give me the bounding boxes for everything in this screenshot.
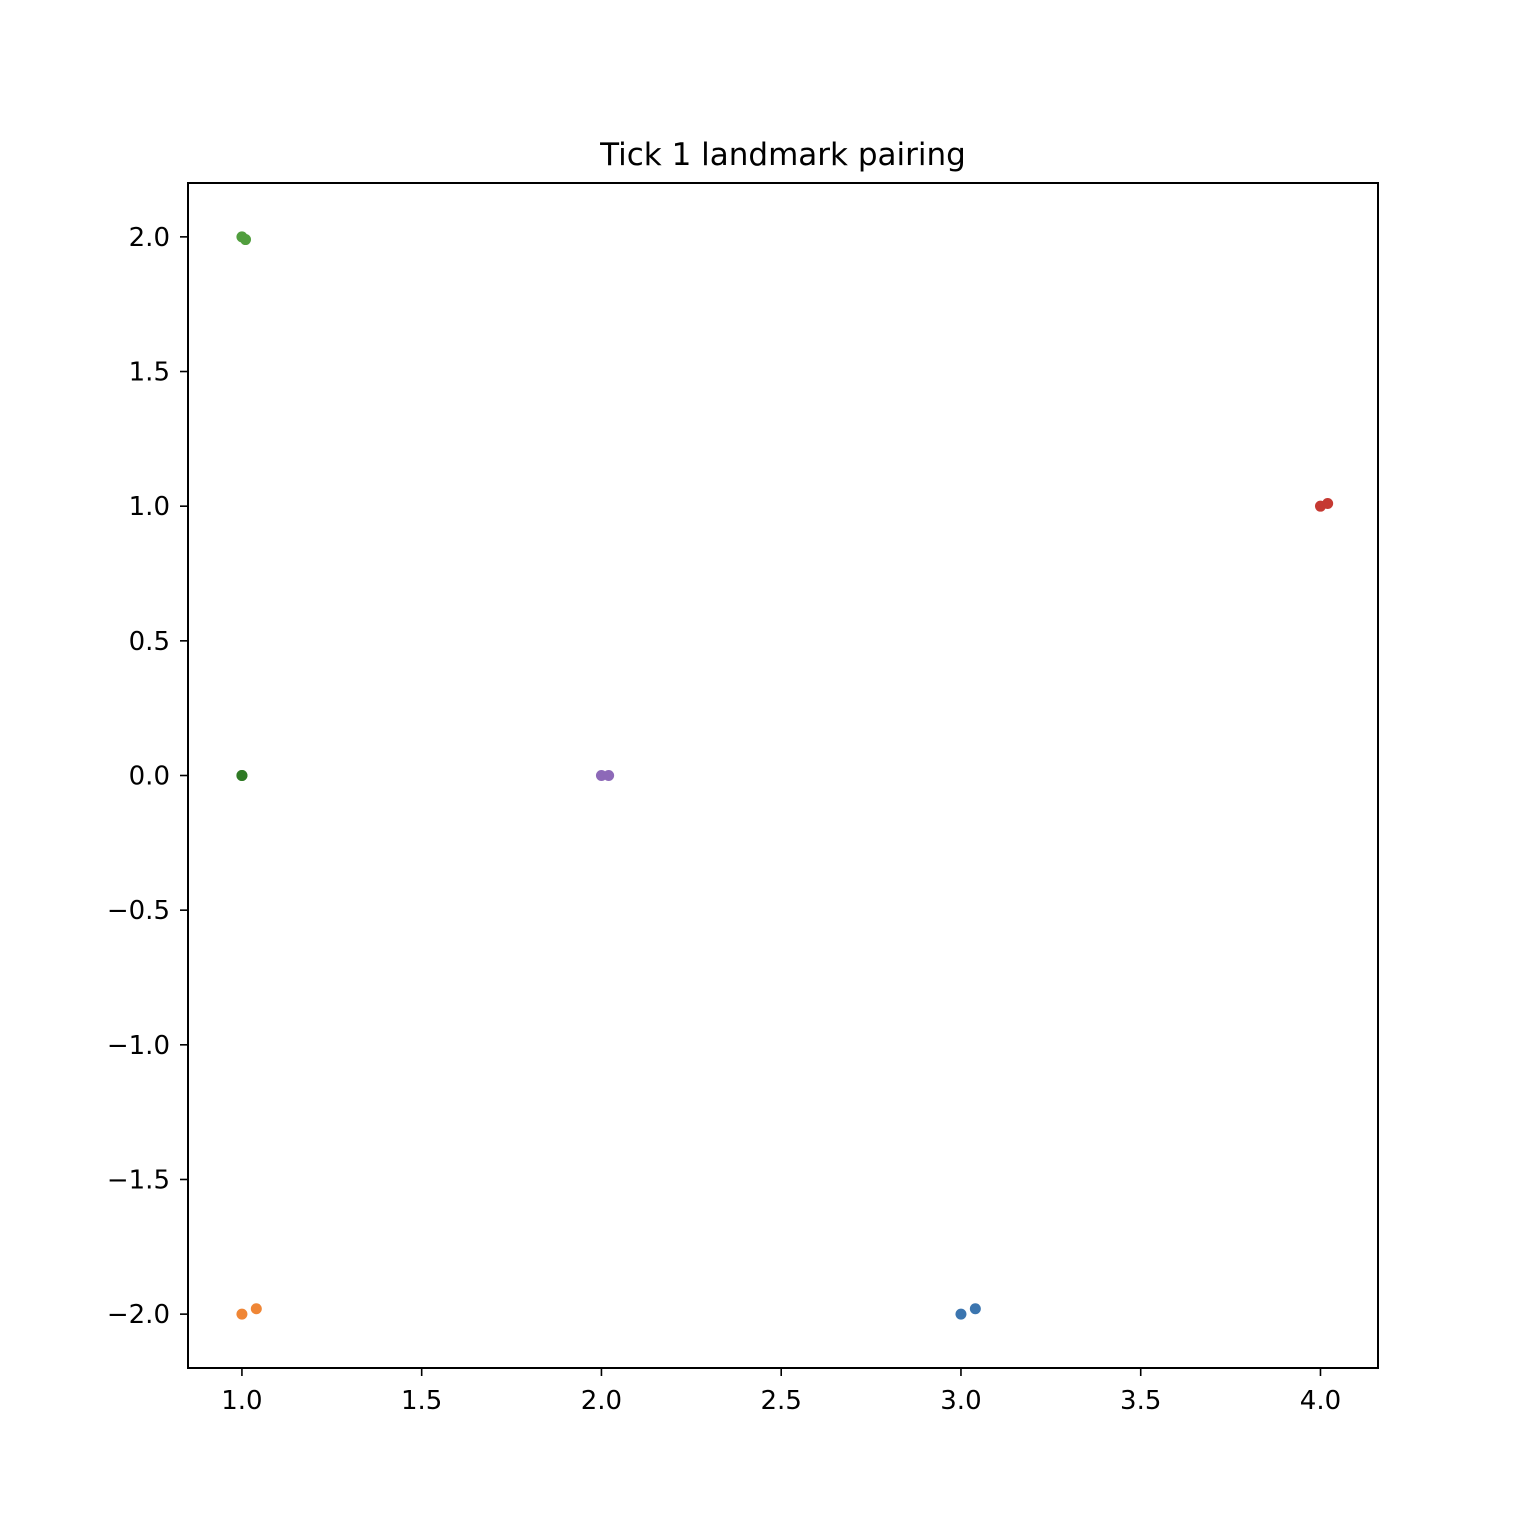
y-tick-label: 0.5 — [129, 627, 170, 657]
y-tick-label: −1.0 — [107, 1031, 170, 1061]
data-point — [236, 770, 248, 781]
x-tick-label: 2.0 — [581, 1386, 622, 1416]
data-point — [1322, 497, 1334, 509]
y-tick-label: −1.5 — [107, 1165, 170, 1195]
data-point — [955, 1308, 967, 1320]
y-tick-label: 0.0 — [129, 762, 170, 792]
y-tick-label: 1.5 — [129, 358, 170, 388]
y-tick-label: 2.0 — [129, 223, 170, 253]
y-tick-label: −2.0 — [107, 1300, 170, 1330]
data-points — [236, 231, 1334, 1320]
plot-frame — [187, 182, 1379, 1369]
chart-title: Tick 1 landmark pairing — [599, 137, 966, 173]
y-tick-label: 1.0 — [129, 492, 170, 522]
data-point — [603, 770, 615, 781]
x-tick-label: 1.5 — [401, 1386, 442, 1416]
data-point — [969, 1303, 981, 1315]
y-axis: 2.0 1.5 1.0 0.5 0.0 −0.5 −1.0 −1.5 −2.0 — [107, 223, 188, 1330]
y-tick-label: −0.5 — [107, 896, 170, 926]
x-tick-label: 2.5 — [761, 1386, 802, 1416]
data-point — [250, 1303, 262, 1315]
data-point — [240, 234, 252, 246]
x-tick-label: 3.0 — [940, 1386, 981, 1416]
x-tick-label: 4.0 — [1300, 1386, 1341, 1416]
x-tick-label: 3.5 — [1120, 1386, 1161, 1416]
data-point — [236, 1308, 248, 1320]
x-tick-label: 1.0 — [221, 1386, 262, 1416]
x-axis: 1.0 1.5 2.0 2.5 3.0 3.5 4.0 — [221, 1368, 1341, 1416]
